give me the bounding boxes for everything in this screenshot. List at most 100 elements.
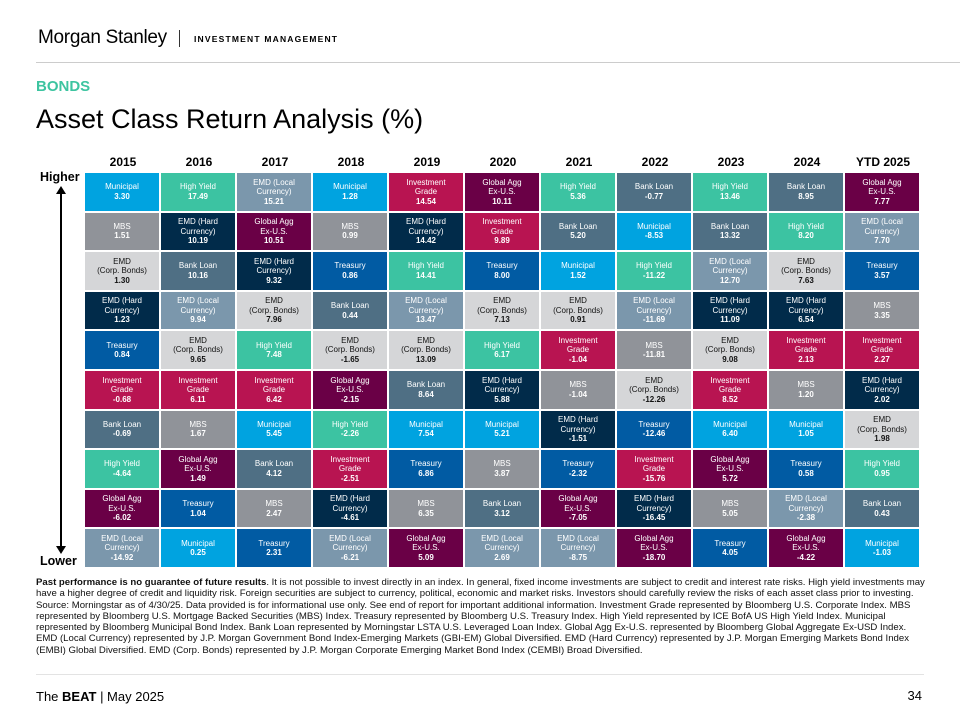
asset-label: Municipal bbox=[561, 261, 595, 271]
return-value: -8.75 bbox=[568, 552, 588, 562]
return-value: 2.02 bbox=[874, 394, 890, 404]
return-value: -2.32 bbox=[568, 468, 588, 478]
year-header: 2017 bbox=[261, 155, 289, 169]
return-value: -16.45 bbox=[642, 513, 666, 523]
asset-label: MBS bbox=[265, 499, 283, 509]
axis-lower-label: Lower bbox=[40, 554, 77, 568]
asset-label: Currency) bbox=[332, 503, 368, 513]
asset-label: High Yield bbox=[407, 261, 445, 271]
asset-label: Municipal bbox=[713, 419, 747, 429]
return-value: 9.32 bbox=[266, 275, 282, 285]
return-value: 4.05 bbox=[722, 548, 738, 558]
quilt-cell: EMD (Corp. Bonds) -1.65 bbox=[313, 331, 387, 369]
asset-label: Bank Loan bbox=[558, 221, 598, 231]
quilt-cell: Bank Loan 0.44 bbox=[313, 291, 387, 330]
asset-label: Grade bbox=[338, 464, 362, 474]
quilt-cell: EMD (Local Currency) 2.69 bbox=[465, 529, 539, 567]
header-divider bbox=[36, 62, 960, 63]
quilt-cell: Treasury -12.46 bbox=[617, 410, 691, 449]
return-value: 0.86 bbox=[342, 270, 358, 280]
asset-label: Municipal bbox=[333, 182, 367, 192]
asset-label: Bank Loan bbox=[254, 459, 294, 469]
quilt-cell: EMD (Hard Currency) -4.61 bbox=[313, 489, 387, 528]
asset-label: Global Agg bbox=[862, 177, 902, 187]
quilt-cell: Municipal 1.05 bbox=[769, 410, 843, 449]
asset-label: (Corp. Bonds) bbox=[249, 305, 299, 315]
asset-label: EMD (Local bbox=[329, 533, 371, 543]
asset-label: Municipal bbox=[105, 182, 139, 192]
asset-label: EMD (Hard bbox=[633, 494, 674, 504]
year-header: 2022 bbox=[641, 155, 669, 169]
asset-label: Municipal bbox=[485, 419, 519, 429]
quilt-cell: MBS 5.05 bbox=[693, 489, 767, 528]
quilt-cell: EMD (Hard Currency) 1.23 bbox=[85, 291, 159, 330]
quilt-cell: EMD (Local Currency) 13.47 bbox=[389, 291, 463, 330]
return-value: 1.67 bbox=[190, 429, 206, 439]
asset-label: MBS bbox=[721, 499, 739, 509]
asset-label: Ex-U.S. bbox=[792, 543, 820, 553]
asset-label: EMD bbox=[873, 415, 891, 425]
quilt-cell: EMD (Local Currency) 15.21 bbox=[237, 173, 311, 211]
quilt-cell: Treasury 0.86 bbox=[313, 252, 387, 290]
quilt-cell: Treasury -2.32 bbox=[541, 450, 615, 488]
pub-date: | May 2025 bbox=[96, 689, 165, 704]
return-value: 2.31 bbox=[266, 548, 282, 558]
return-value: 8.95 bbox=[798, 191, 814, 201]
quilt-cell: MBS 0.99 bbox=[313, 212, 387, 251]
asset-label: (Corp. Bonds) bbox=[781, 266, 831, 276]
asset-label: EMD (Local bbox=[785, 494, 827, 504]
return-value: 1.04 bbox=[190, 508, 206, 518]
page-number: 34 bbox=[907, 688, 922, 703]
asset-label: EMD bbox=[341, 335, 359, 345]
return-value: 3.12 bbox=[494, 508, 510, 518]
quilt-cell: EMD (Hard Currency) 9.32 bbox=[237, 252, 311, 290]
asset-label: Investment bbox=[710, 375, 750, 385]
asset-label: Municipal bbox=[409, 419, 443, 429]
quilt-cell: Bank Loan -0.77 bbox=[617, 173, 691, 211]
asset-label: Grade bbox=[794, 345, 818, 355]
year-header: 2015 bbox=[109, 155, 137, 169]
asset-label: EMD (Hard bbox=[709, 296, 750, 306]
return-value: 0.44 bbox=[342, 310, 358, 320]
asset-label: MBS bbox=[645, 340, 663, 350]
quilt-cell: Investment Grade 6.11 bbox=[161, 371, 235, 409]
asset-label: Currency) bbox=[408, 226, 444, 236]
quilt-cell: Bank Loan 0.43 bbox=[845, 489, 919, 528]
quilt-cell: Treasury 3.57 bbox=[845, 252, 919, 290]
return-value: -2.26 bbox=[340, 429, 360, 439]
return-value: 7.96 bbox=[266, 315, 282, 325]
return-value: 0.95 bbox=[874, 468, 890, 478]
return-value: 9.65 bbox=[190, 354, 206, 364]
asset-label: Currency) bbox=[788, 503, 824, 513]
asset-label: Investment bbox=[786, 335, 826, 345]
asset-label: EMD (Local bbox=[177, 296, 219, 306]
asset-label: Currency) bbox=[408, 305, 444, 315]
quilt-cell: EMD (Corp. Bonds) 9.65 bbox=[161, 331, 235, 369]
asset-label: Currency) bbox=[332, 543, 368, 553]
asset-label: Grade bbox=[718, 385, 742, 394]
return-value: 1.05 bbox=[798, 429, 814, 439]
quilt-cell: Municipal 0.25 bbox=[161, 529, 235, 567]
return-value: -12.46 bbox=[642, 429, 666, 439]
asset-label: EMD (Local bbox=[481, 533, 523, 543]
return-value: 7.13 bbox=[494, 315, 510, 325]
return-value: 6.42 bbox=[266, 394, 282, 404]
asset-label: Ex-U.S. bbox=[184, 464, 212, 474]
asset-label: Bank Loan bbox=[178, 261, 218, 271]
return-value: 0.91 bbox=[570, 315, 586, 325]
asset-label: Global Agg bbox=[330, 375, 370, 385]
asset-label: EMD (Local bbox=[709, 256, 751, 266]
quilt-cell: High Yield -2.26 bbox=[313, 410, 387, 449]
asset-label: MBS bbox=[189, 419, 207, 429]
return-value: 8.00 bbox=[494, 270, 510, 280]
asset-label: Currency) bbox=[560, 543, 596, 553]
asset-label: EMD (Hard bbox=[177, 217, 218, 227]
return-value: 9.89 bbox=[494, 236, 510, 246]
brand-logo: Morgan Stanley bbox=[38, 27, 167, 48]
return-value: 1.30 bbox=[114, 275, 130, 285]
quilt-cell: EMD (Hard Currency) 11.09 bbox=[693, 291, 767, 330]
return-value: 0.25 bbox=[190, 548, 206, 558]
asset-label: MBS bbox=[493, 459, 511, 469]
year-header: 2016 bbox=[185, 155, 213, 169]
quilt-cell: EMD (Hard Currency) 6.54 bbox=[769, 291, 843, 330]
